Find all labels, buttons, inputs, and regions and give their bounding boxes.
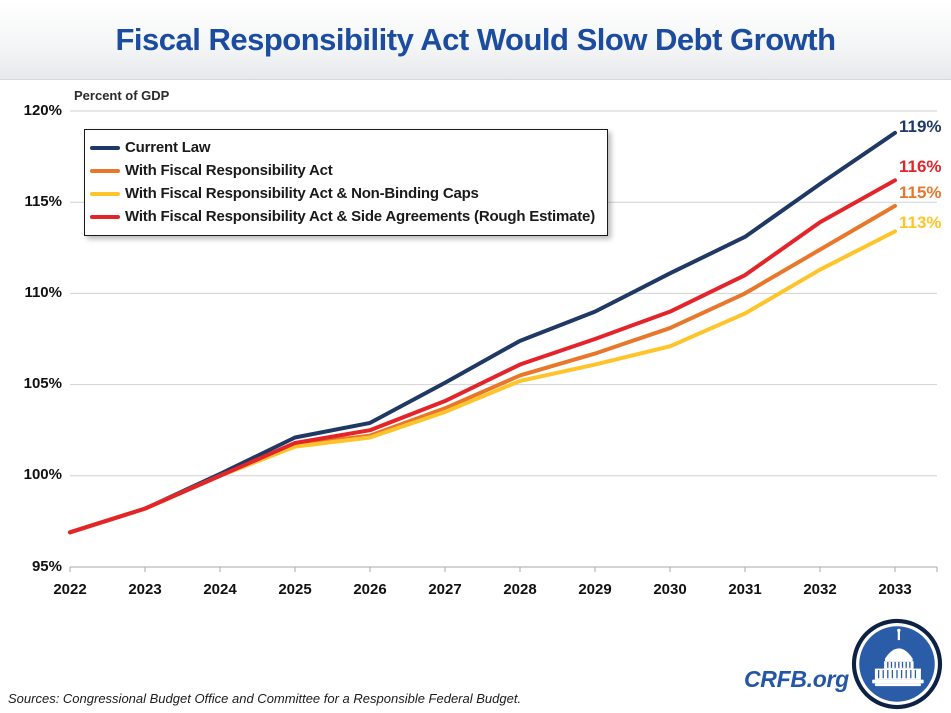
x-tick-label-2032: 2032 [803,581,837,598]
legend-swatch-non-binding-caps [90,191,120,196]
legend-label: With Fiscal Responsibility Act [125,162,333,179]
x-tick-label-2028: 2028 [503,581,537,598]
x-tick-label-2031: 2031 [728,581,762,598]
end-label-non-binding-caps: 113% [899,213,942,232]
legend-label: Current Law [125,139,211,156]
crfb-logo [851,618,943,710]
legend-swatch-side-agreements [90,214,120,219]
x-tick-label-2025: 2025 [278,581,312,598]
x-tick-label-2029: 2029 [578,581,612,598]
legend-item-fra: With Fiscal Responsibility Act [90,159,595,182]
capitol-dome-icon [851,618,943,710]
x-tick-label-2022: 2022 [53,581,87,598]
legend: Current Law With Fiscal Responsibility A… [84,129,608,236]
y-tick-label-100: 100% [23,466,62,483]
legend-label: With Fiscal Responsibility Act & Side Ag… [125,208,595,225]
y-tick-label-105: 105% [23,375,62,392]
x-tick-label-2026: 2026 [353,581,387,598]
end-label-side-agreements: 116% [899,157,942,176]
legend-swatch-current-law [90,145,120,150]
legend-swatch-fra [90,168,120,173]
x-tick-label-2033: 2033 [878,581,912,598]
sources-note: Sources: Congressional Budget Office and… [8,691,522,706]
header: Fiscal Responsibility Act Would Slow Deb… [0,0,951,80]
y-tick-label-95: 95% [31,558,62,575]
legend-label: With Fiscal Responsibility Act & Non-Bin… [125,185,479,202]
page-title: Fiscal Responsibility Act Would Slow Deb… [115,21,836,57]
x-tick-label-2027: 2027 [428,581,462,598]
x-tick-label-2024: 2024 [203,581,237,598]
crfb-url: CRFB.org [744,666,849,692]
y-axis-title: Percent of GDP [74,88,170,103]
legend-item-current-law: Current Law [90,136,595,159]
x-tick-label-2023: 2023 [128,581,162,598]
y-tick-label-120: 120% [23,102,62,119]
x-tick-label-2030: 2030 [653,581,687,598]
y-tick-label-115: 115% [24,193,62,210]
legend-item-non-binding-caps: With Fiscal Responsibility Act & Non-Bin… [90,182,595,205]
end-label-fra: 115% [899,183,942,202]
end-label-current-law: 119% [899,117,942,136]
legend-item-side-agreements: With Fiscal Responsibility Act & Side Ag… [90,205,595,228]
y-tick-label-110: 110% [24,284,62,301]
